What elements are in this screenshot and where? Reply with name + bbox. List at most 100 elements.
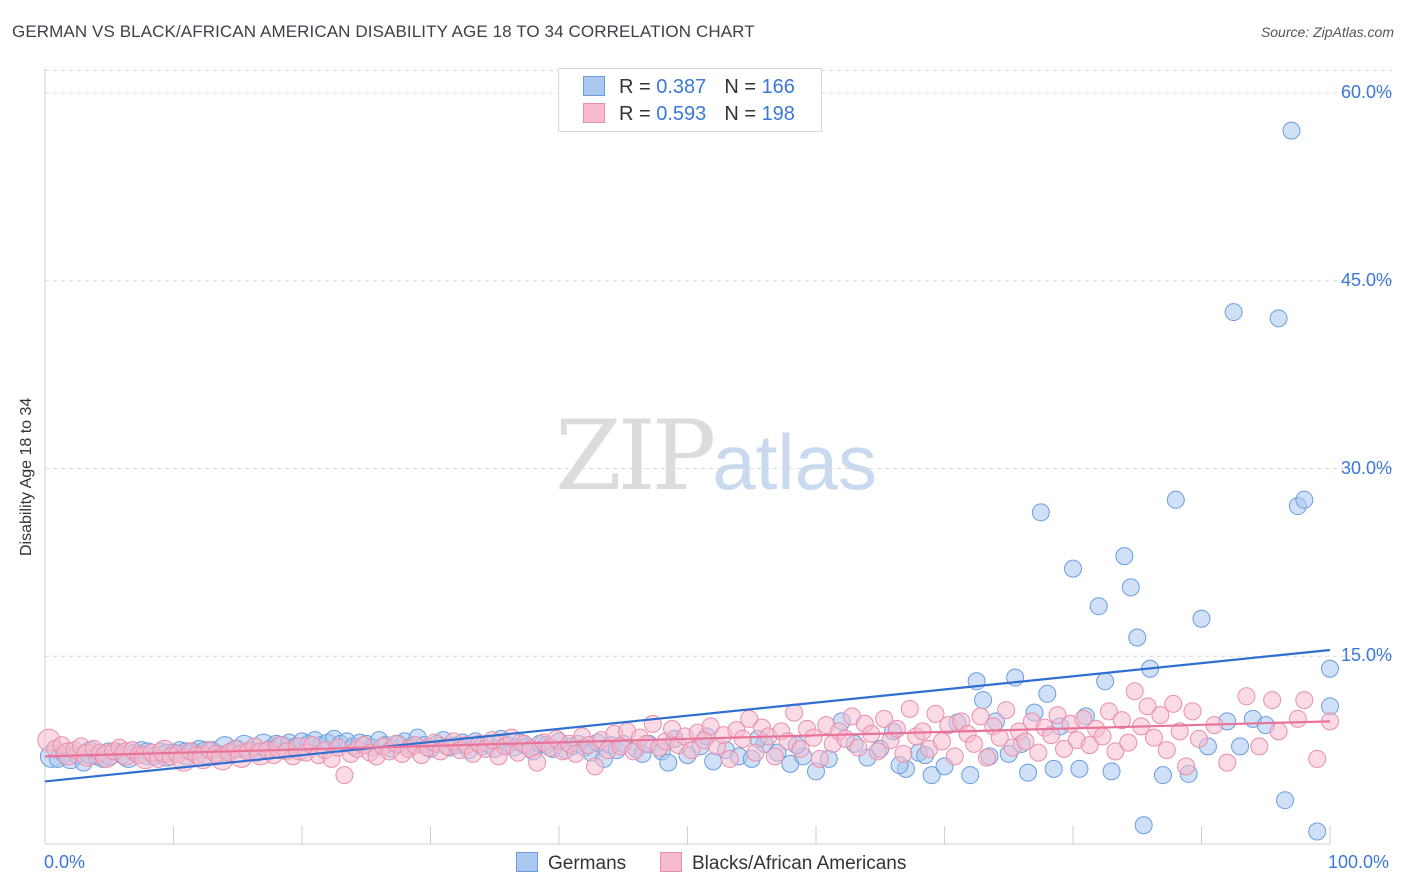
legend-n-value: 198	[761, 103, 795, 125]
data-point	[922, 766, 941, 785]
data-point	[1144, 728, 1163, 747]
data-point	[1166, 490, 1185, 509]
data-point	[1119, 733, 1138, 752]
data-point	[1276, 791, 1295, 810]
y-tick-label: 45.0%	[1340, 269, 1392, 290]
bottom-legend-blacks[interactable]: Blacks/African Americans	[660, 852, 906, 875]
data-point	[894, 744, 913, 763]
data-point	[701, 717, 720, 736]
data-point	[1029, 743, 1048, 762]
data-point	[974, 691, 993, 710]
data-point	[1016, 732, 1035, 751]
x-tick-label-min: 0.0%	[44, 852, 86, 872]
data-point	[1282, 121, 1301, 140]
trend-line	[44, 720, 1331, 758]
data-point	[1102, 762, 1121, 781]
data-point	[1177, 757, 1196, 776]
legend-n-label: N =	[724, 76, 762, 98]
data-point	[1128, 628, 1147, 647]
legend-r-label: R =	[619, 76, 657, 98]
y-axis-label: Disability Age 18 to 34	[18, 397, 35, 556]
legend-swatch-blacks	[660, 852, 682, 872]
data-point	[566, 744, 585, 763]
data-point	[1295, 691, 1314, 710]
data-point	[1308, 822, 1327, 841]
legend-swatch-pink	[583, 103, 605, 123]
data-point	[682, 741, 701, 760]
data-point	[1192, 609, 1211, 628]
data-point	[659, 753, 678, 772]
data-point	[1321, 697, 1339, 716]
data-point	[1019, 763, 1038, 782]
data-point	[868, 742, 887, 761]
data-point	[1231, 737, 1250, 756]
data-point	[1042, 726, 1061, 745]
x-tick-label-max: 100.0%	[1328, 852, 1390, 872]
data-point	[1218, 753, 1237, 772]
data-point	[1099, 702, 1118, 721]
data-point	[971, 707, 990, 726]
legend-row-germans: R = 0.387 N = 166	[583, 76, 795, 99]
data-point	[1138, 697, 1157, 716]
data-point	[1321, 659, 1339, 678]
data-point	[765, 747, 784, 766]
data-point	[1308, 749, 1327, 768]
data-point	[849, 738, 868, 757]
data-point	[1089, 597, 1108, 616]
data-point	[1070, 759, 1089, 778]
y-tick-label: 15.0%	[1340, 645, 1392, 666]
y-tick-label: 30.0%	[1340, 457, 1392, 478]
data-point	[1269, 309, 1288, 328]
data-point	[1096, 672, 1115, 691]
data-point	[1048, 706, 1067, 725]
data-point	[1183, 702, 1202, 721]
data-point	[335, 766, 354, 785]
data-point	[1134, 816, 1153, 835]
data-point	[990, 728, 1009, 747]
data-point	[1121, 578, 1140, 597]
data-point	[1112, 711, 1131, 730]
data-point	[1237, 687, 1256, 706]
data-point	[746, 743, 765, 762]
data-point	[1295, 490, 1314, 509]
data-point	[1157, 741, 1176, 760]
data-point	[875, 709, 894, 728]
data-point	[791, 739, 810, 758]
data-point	[804, 728, 823, 747]
data-point	[961, 766, 980, 785]
data-point	[1288, 709, 1307, 728]
axes	[44, 68, 1331, 845]
data-point	[1055, 739, 1074, 758]
data-point	[1224, 303, 1243, 322]
data-point	[785, 703, 804, 722]
bottom-legend-germans[interactable]: Germans	[516, 852, 626, 875]
data-point	[585, 757, 604, 776]
stats-legend: R = 0.387 N = 166 R = 0.593 N = 198	[558, 68, 822, 132]
data-point	[1263, 691, 1282, 710]
data-point	[932, 732, 951, 751]
data-point	[945, 747, 964, 766]
legend-label-blacks: Blacks/African Americans	[692, 853, 907, 874]
data-point	[1093, 727, 1112, 746]
data-point	[1170, 722, 1189, 741]
legend-r-label: R =	[619, 103, 657, 125]
data-point	[1189, 729, 1208, 748]
y-tick-label: 60.0%	[1340, 82, 1392, 103]
chart-title: GERMAN VS BLACK/AFRICAN AMERICAN DISABIL…	[12, 22, 755, 41]
trend-line	[44, 648, 1331, 783]
data-point	[977, 748, 996, 767]
legend-label-germans: Germans	[548, 853, 627, 874]
data-point	[528, 753, 547, 772]
data-point	[965, 734, 984, 753]
data-point	[900, 699, 919, 718]
data-point	[1064, 559, 1082, 578]
data-point	[997, 701, 1016, 720]
data-point	[733, 729, 752, 748]
data-point	[1164, 694, 1183, 713]
legend-swatch-germans	[516, 852, 538, 872]
legend-n-label: N =	[724, 103, 762, 125]
data-point	[887, 719, 906, 738]
trend-lines	[44, 648, 1331, 783]
legend-r-value: 0.593	[656, 103, 707, 125]
